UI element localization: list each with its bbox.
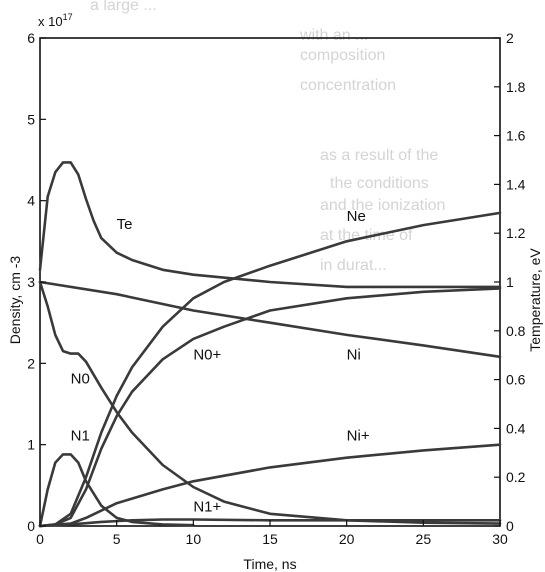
y-left-tick-label: 4 [27,193,35,209]
y-right-tick-label: 1.8 [506,79,526,95]
series-label-n1-plus: N1+ [193,498,221,515]
y-left-tick-label: 0 [27,518,35,534]
series-line-ni-plus [38,443,502,528]
y-left-tick-label: 1 [27,437,35,453]
y-axis-right-label: Temperature, eV [527,248,543,352]
series-line-n0-plus [38,287,502,528]
series-line-n1 [38,453,195,528]
y-right-tick-label: 0.2 [506,469,526,485]
y-axis-left-label: Density, cm -3 [7,256,23,345]
background-text-line: the conditions [330,175,429,192]
background-text-line: and the ionization [320,197,445,214]
series-label-ni: Ni [347,346,361,363]
x-tick-label: 20 [339,531,355,547]
y-right-tick-label: 2 [506,30,514,46]
background-text-line: composition [300,47,385,64]
series-label-ni-plus: Ni+ [347,428,370,445]
y-left-tick-label: 5 [27,111,35,127]
background-text-line: with an ... [299,27,368,44]
background-text-line: as a result of the [320,147,438,164]
y-right-tick-label: 0.4 [506,420,526,436]
series-label-n0-plus: N0+ [193,346,221,363]
background-text-line: in durat... [320,257,387,274]
x-tick-label: 30 [492,531,508,547]
y-right-tick-label: 1.2 [506,225,526,241]
y-right-tick-label: 1.4 [506,176,526,192]
y-right-tick-label: 1 [506,274,514,290]
y-left-tick-label: 3 [27,274,35,290]
series-lines [38,161,502,528]
x-tick-label: 5 [113,531,121,547]
background-text-line: a large ... [90,0,157,14]
x-axis-label: Time, ns [243,556,296,572]
series-line-n0 [38,280,502,525]
series-label-n0: N0 [71,371,90,388]
y-left-tick-label: 2 [27,355,35,371]
x-tick-label: 15 [262,531,278,547]
y-right-tick-label: 1.6 [506,128,526,144]
series-line-ne [38,211,502,528]
series-label-n1: N1 [71,428,90,445]
x-tick-label: 25 [416,531,432,547]
background-text-line: concentration [300,77,396,94]
y-right-tick-label: 0.8 [506,323,526,339]
x-tick-label: 0 [36,531,44,547]
x-tick-label: 10 [186,531,202,547]
series-line-te [38,161,502,289]
y-left-tick-label: 6 [27,30,35,46]
series-line-n1-plus [38,518,502,528]
y-right-tick-label: 0 [506,518,514,534]
y-multiplier-label: x 1017 [38,12,73,29]
series-label-te: Te [117,216,133,233]
series-labels: Te Ne N0+ Ni N0 Ni+ N1 N1+ [71,208,370,515]
axis-ticks: 0 5 10 15 20 25 30012345600.20.40.60.811.21.41… [27,30,525,547]
series-label-ne: Ne [347,208,366,225]
y-right-tick-label: 0.6 [506,372,526,388]
series-line-ni [38,280,502,359]
